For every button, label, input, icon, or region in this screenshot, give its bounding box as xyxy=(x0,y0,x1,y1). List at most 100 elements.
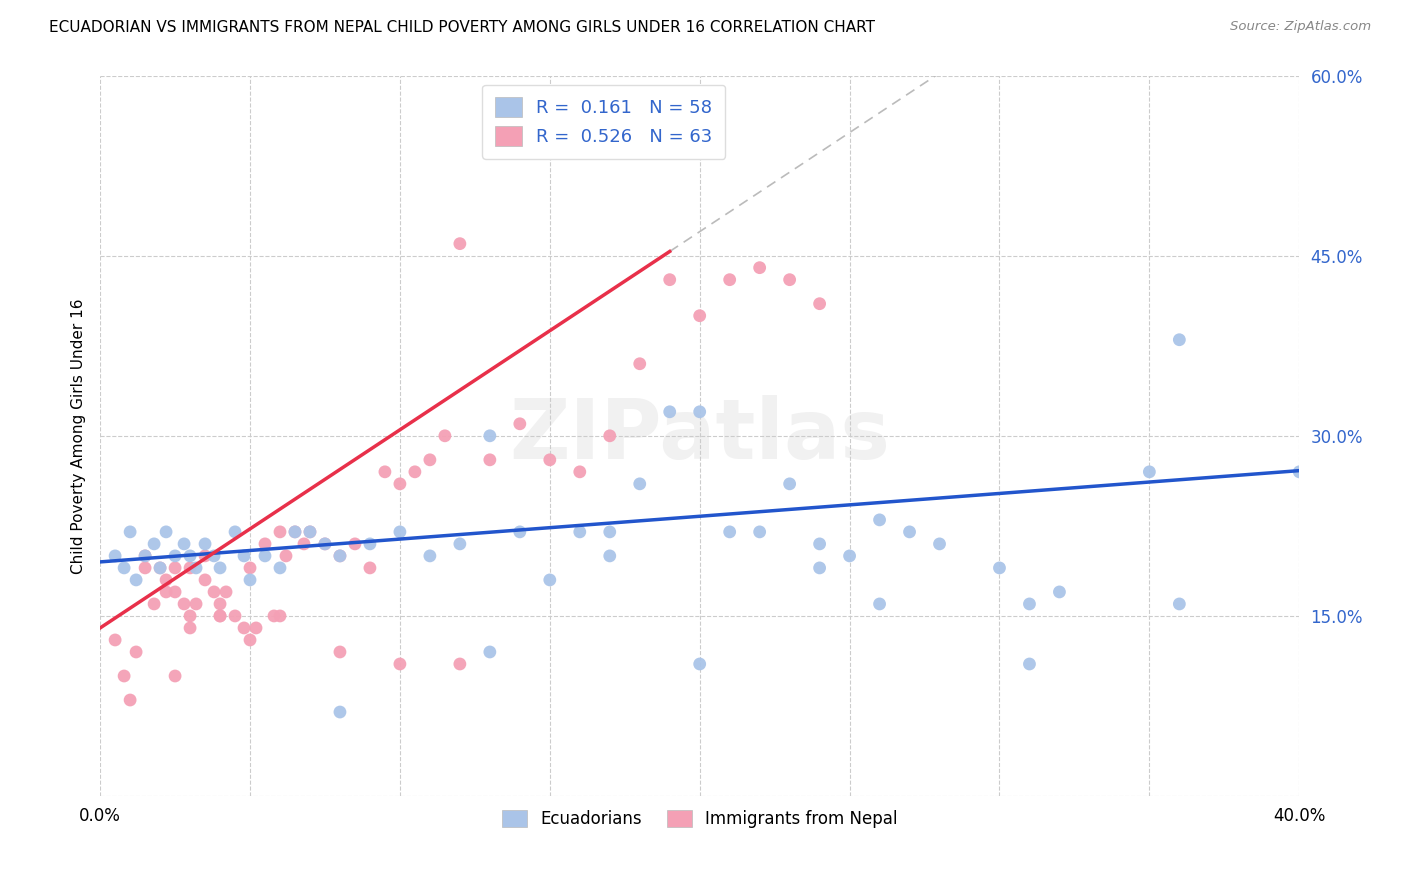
Point xyxy=(194,549,217,563)
Point xyxy=(104,549,127,563)
Point xyxy=(194,573,217,587)
Point xyxy=(928,537,950,551)
Point xyxy=(155,524,177,539)
Point xyxy=(599,549,621,563)
Point xyxy=(224,609,246,624)
Point xyxy=(284,524,307,539)
Point xyxy=(568,524,591,539)
Point xyxy=(343,537,366,551)
Point xyxy=(1168,597,1191,611)
Point xyxy=(1049,585,1071,599)
Point xyxy=(173,537,195,551)
Point xyxy=(808,296,831,310)
Point xyxy=(202,549,225,563)
Point xyxy=(689,405,711,419)
Point xyxy=(239,561,262,575)
Point xyxy=(269,609,291,624)
Point xyxy=(359,537,381,551)
Point xyxy=(209,561,232,575)
Point xyxy=(898,524,921,539)
Point xyxy=(718,524,741,539)
Point xyxy=(194,537,217,551)
Point xyxy=(329,549,352,563)
Point xyxy=(253,537,276,551)
Point xyxy=(329,705,352,719)
Point xyxy=(538,573,561,587)
Point xyxy=(449,657,471,671)
Point xyxy=(165,549,187,563)
Point xyxy=(329,645,352,659)
Point xyxy=(599,524,621,539)
Point xyxy=(628,476,651,491)
Point xyxy=(149,561,172,575)
Point xyxy=(509,417,531,431)
Point xyxy=(359,561,381,575)
Point xyxy=(388,476,411,491)
Point xyxy=(233,621,256,635)
Point xyxy=(748,524,770,539)
Point xyxy=(509,524,531,539)
Point xyxy=(1137,465,1160,479)
Point xyxy=(143,597,166,611)
Point xyxy=(1018,597,1040,611)
Point xyxy=(209,609,232,624)
Point xyxy=(134,549,156,563)
Point xyxy=(215,585,238,599)
Point xyxy=(125,573,148,587)
Point xyxy=(269,524,291,539)
Point xyxy=(202,585,225,599)
Point xyxy=(1288,465,1310,479)
Point xyxy=(568,465,591,479)
Point xyxy=(284,524,307,539)
Point xyxy=(689,309,711,323)
Point xyxy=(253,549,276,563)
Point xyxy=(449,236,471,251)
Point xyxy=(179,621,201,635)
Text: ZIPatlas: ZIPatlas xyxy=(509,395,890,476)
Point xyxy=(538,452,561,467)
Point xyxy=(838,549,860,563)
Point xyxy=(329,549,352,563)
Point xyxy=(988,561,1011,575)
Point xyxy=(165,561,187,575)
Point xyxy=(433,429,456,443)
Point xyxy=(165,669,187,683)
Point xyxy=(658,405,681,419)
Point xyxy=(779,273,801,287)
Point xyxy=(125,645,148,659)
Point xyxy=(779,476,801,491)
Legend: Ecuadorians, Immigrants from Nepal: Ecuadorians, Immigrants from Nepal xyxy=(495,803,904,835)
Point xyxy=(239,632,262,647)
Y-axis label: Child Poverty Among Girls Under 16: Child Poverty Among Girls Under 16 xyxy=(72,298,86,574)
Point xyxy=(628,357,651,371)
Point xyxy=(224,524,246,539)
Point xyxy=(419,452,441,467)
Point xyxy=(478,429,501,443)
Point xyxy=(388,524,411,539)
Point xyxy=(134,549,156,563)
Point xyxy=(165,585,187,599)
Point xyxy=(599,429,621,443)
Point xyxy=(179,609,201,624)
Point xyxy=(173,597,195,611)
Point xyxy=(179,549,201,563)
Point xyxy=(155,573,177,587)
Point xyxy=(134,561,156,575)
Point xyxy=(658,273,681,287)
Point xyxy=(748,260,770,275)
Point xyxy=(808,537,831,551)
Text: Source: ZipAtlas.com: Source: ZipAtlas.com xyxy=(1230,20,1371,33)
Point xyxy=(263,609,285,624)
Point xyxy=(449,537,471,551)
Point xyxy=(104,632,127,647)
Point xyxy=(298,524,321,539)
Point xyxy=(314,537,336,551)
Point xyxy=(184,597,207,611)
Point xyxy=(292,537,315,551)
Point xyxy=(478,452,501,467)
Point xyxy=(419,549,441,563)
Point xyxy=(239,573,262,587)
Point xyxy=(112,669,135,683)
Point xyxy=(388,657,411,671)
Point xyxy=(149,561,172,575)
